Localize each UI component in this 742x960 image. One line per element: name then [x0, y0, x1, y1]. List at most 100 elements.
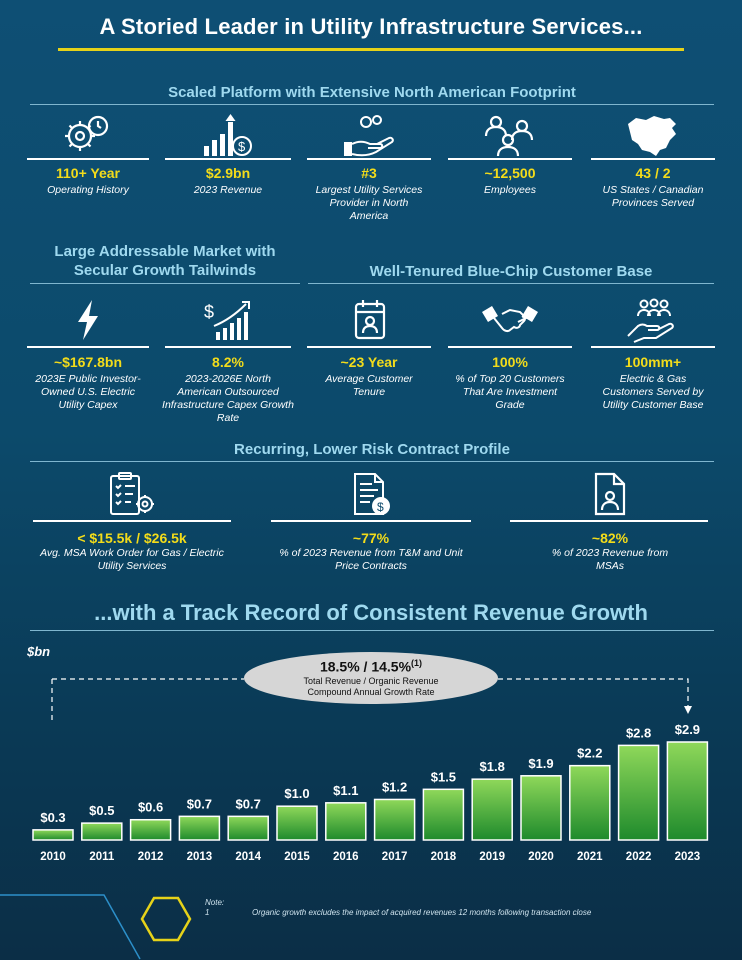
bar-2022 — [617, 744, 660, 841]
svg-text:$: $ — [238, 139, 246, 154]
north-america-map-icon — [622, 112, 682, 160]
hexagon-icon — [140, 896, 192, 942]
footprint-rule — [30, 104, 714, 105]
stat-value: ~12,500 — [484, 165, 536, 181]
x-tick-label: 2015 — [284, 851, 310, 863]
footprint-item-rule-5 — [591, 158, 715, 160]
bar-value-label: $1.9 — [528, 756, 553, 771]
footprint-heading: Scaled Platform with Extensive North Ame… — [168, 84, 576, 101]
stat-desc: Employees — [484, 184, 536, 196]
handshake-icon — [480, 296, 540, 344]
bar-2021 — [569, 764, 611, 841]
unit-label: $bn — [27, 644, 51, 659]
x-tick-label: 2014 — [235, 851, 261, 863]
bar-2018 — [422, 788, 465, 841]
x-tick-label: 2010 — [40, 851, 66, 863]
page-title: A Storied Leader in Utility Infrastructu… — [99, 14, 643, 39]
note-text: Organic growth excludes the impact of ac… — [252, 908, 592, 917]
bar-value-label: $0.6 — [138, 800, 163, 815]
stat-value: 8.2% — [212, 354, 244, 370]
bar-value-label: $1.0 — [284, 786, 309, 801]
svg-text:$: $ — [377, 500, 384, 514]
contract-item-rule-2 — [271, 520, 471, 522]
market-rule — [30, 283, 300, 284]
customer-item-rule-3 — [591, 346, 715, 348]
bar-value-label: $0.5 — [89, 803, 114, 818]
bar-value-label: $2.2 — [577, 746, 602, 761]
stat-desc: US States / Canadian Provinces Served — [602, 184, 704, 209]
bar-value-label: $0.7 — [187, 796, 212, 811]
bar-2012 — [129, 818, 172, 841]
stat-desc: Avg. MSA Work Order for Gas / Electric U… — [40, 547, 224, 572]
x-tick-label: 2017 — [382, 851, 408, 863]
market-heading: Large Addressable Market with Secular Gr… — [54, 243, 276, 279]
stat-value: #3 — [361, 165, 377, 181]
svg-text:$: $ — [204, 302, 214, 322]
stat-desc: Average Customer Tenure — [325, 373, 413, 398]
gears-clock-icon — [58, 112, 118, 160]
stat-value: ~23 Year — [340, 354, 398, 370]
stat-value: 100% — [492, 354, 528, 370]
x-tick-label: 2020 — [528, 851, 554, 863]
contract-item-rule-3 — [510, 520, 708, 522]
cagr-connector — [51, 678, 692, 720]
footprint-item-rule-1 — [27, 158, 149, 160]
footprint-item-rule-2 — [165, 158, 291, 160]
bar-2013 — [178, 815, 221, 841]
customer-item-rule-2 — [448, 346, 572, 348]
customer-base-icon — [622, 296, 682, 344]
growth-rule — [30, 630, 714, 631]
bar-value-label: $2.9 — [675, 722, 700, 737]
stat-desc: % of 2023 Revenue from MSAs — [551, 547, 669, 572]
bar-value-label: $1.2 — [382, 779, 407, 794]
x-tick-label: 2018 — [431, 851, 457, 863]
calendar-person-icon — [340, 296, 400, 344]
stat-desc: Electric & Gas Customers Served by Utili… — [602, 373, 704, 411]
decorative-corner-line — [0, 894, 141, 960]
document-dollar-icon: $ — [341, 470, 401, 518]
bar-value-label: $1.5 — [431, 769, 456, 784]
customer-item-rule-1 — [307, 346, 431, 348]
bar-2014 — [227, 815, 269, 841]
market-item-rule-1 — [27, 346, 149, 348]
lightning-icon — [58, 296, 118, 344]
stat-value: < $15.5k / $26.5k — [77, 530, 187, 546]
x-tick-label: 2016 — [333, 851, 359, 863]
cagr-description: Total Revenue / Organic Revenue Compound… — [303, 676, 439, 697]
hand-gear-icon — [340, 112, 400, 160]
stat-value: $2.9bn — [205, 165, 251, 181]
x-tick-label: 2011 — [89, 851, 115, 863]
bar-value-label: $0.7 — [236, 796, 261, 811]
x-tick-label: 2013 — [187, 851, 213, 863]
x-tick-label: 2012 — [138, 851, 164, 863]
stat-value: 110+ Year — [56, 165, 120, 181]
cagr-value: 18.5% / 14.5%(1) — [319, 658, 423, 675]
market-item-rule-2 — [165, 346, 291, 348]
contracts-heading: Recurring, Lower Risk Contract Profile — [234, 441, 510, 458]
x-tick-label: 2023 — [675, 851, 701, 863]
stat-value: 43 / 2 — [635, 165, 671, 181]
growth-heading: ...with a Track Record of Consistent Rev… — [94, 600, 648, 625]
stat-desc: 2023-2026E North American Outsourced Inf… — [162, 373, 294, 424]
bar-2015 — [276, 805, 318, 841]
title-underline — [58, 48, 684, 51]
bar-2020 — [520, 775, 562, 841]
bar-2011 — [81, 822, 123, 841]
bar-value-label: $1.1 — [333, 783, 358, 798]
bar-value-label: $0.3 — [40, 810, 65, 825]
note-label: Note: 1 — [205, 898, 225, 917]
stat-desc: 2023E Public Investor-Owned U.S. Electri… — [35, 373, 141, 411]
x-tick-label: 2022 — [626, 851, 652, 863]
x-tick-label: 2021 — [577, 851, 603, 863]
cagr-callout: 18.5% / 14.5%(1) Total Revenue / Organic… — [244, 652, 498, 704]
stat-desc: Operating History — [47, 184, 129, 196]
people-icon — [480, 112, 540, 160]
bar-2019 — [471, 778, 513, 841]
bar-2010 — [32, 829, 74, 841]
bar-2023 — [666, 741, 709, 841]
bar-value-label: $1.8 — [480, 759, 505, 774]
customers-heading: Well-Tenured Blue-Chip Customer Base — [369, 263, 653, 280]
stat-value: ~82% — [591, 530, 629, 546]
revenue-chart-icon: $ — [198, 112, 258, 160]
footprint-item-rule-3 — [307, 158, 431, 160]
